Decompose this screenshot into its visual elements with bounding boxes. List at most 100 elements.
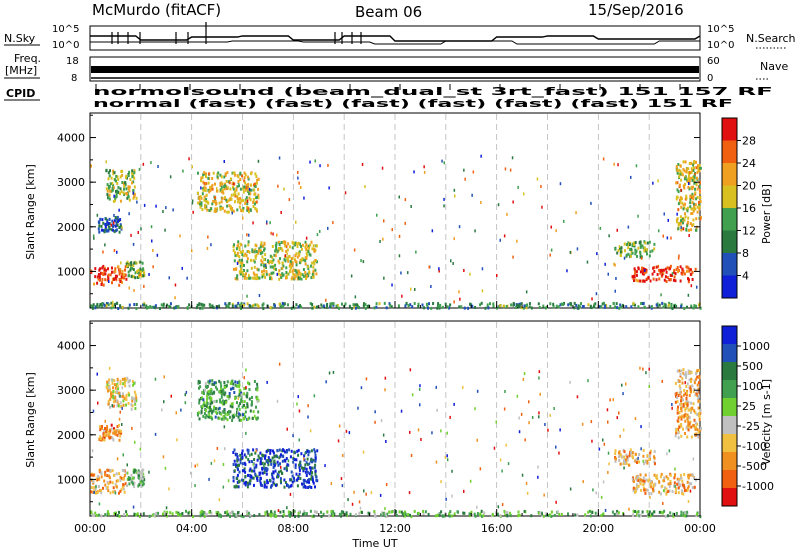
velocity-cell [197, 411, 200, 415]
power-cell [633, 243, 636, 247]
power-cell [223, 160, 225, 163]
power-cell [688, 182, 690, 185]
power-cell [259, 250, 262, 254]
power-cell [191, 201, 194, 205]
power-cell [642, 279, 645, 283]
power-cell [255, 277, 258, 281]
power-colorbar-segment [722, 208, 737, 231]
velocity-cell [281, 459, 284, 463]
velocity-cell [225, 400, 228, 404]
power-cell [480, 301, 483, 305]
power-cell [309, 160, 311, 164]
cpid-label: CPID [6, 87, 35, 100]
power-cell [537, 302, 540, 306]
velocity-cell [684, 392, 687, 396]
power-cell [686, 209, 689, 213]
power-cell [211, 177, 214, 180]
velocity-cell [123, 513, 126, 516]
velocity-cell [398, 510, 401, 514]
velocity-cell [679, 473, 682, 477]
velocity-cell [424, 510, 427, 514]
power-cell [400, 271, 402, 275]
power-cell [234, 277, 237, 281]
velocity-cell [589, 509, 591, 513]
velocity-cell [122, 399, 125, 403]
velocity-cell [137, 474, 140, 478]
power-cell [691, 201, 694, 205]
velocity-ytick-label: 4000 [57, 340, 85, 353]
power-cell [432, 302, 435, 305]
power-cell [133, 195, 136, 199]
velocity-cell [108, 366, 111, 370]
power-cell [268, 261, 271, 265]
velocity-cell [689, 489, 692, 493]
power-cell [243, 264, 245, 267]
power-cell [341, 302, 343, 306]
velocity-cell [94, 511, 97, 515]
power-cell [653, 270, 656, 273]
power-cell [121, 181, 124, 184]
power-cell [96, 275, 99, 279]
velocity-cell [291, 480, 294, 484]
power-cell [252, 259, 255, 262]
power-cell [313, 305, 316, 309]
velocity-cell [124, 396, 127, 400]
power-cell [309, 253, 312, 257]
power-cell [135, 303, 138, 306]
power-cell [427, 306, 429, 310]
velocity-cell [689, 390, 692, 394]
velocity-cell [542, 514, 545, 518]
velocity-cell [480, 514, 483, 518]
velocity-cell [440, 480, 442, 484]
power-cell [687, 206, 689, 210]
power-cell [691, 187, 694, 191]
velocity-cell [219, 400, 222, 404]
velocity-cell [395, 510, 398, 514]
velocity-cell [473, 512, 476, 516]
power-cell [133, 289, 135, 292]
power-cell [381, 166, 384, 170]
velocity-cell [107, 489, 110, 493]
power-cell [675, 165, 678, 168]
velocity-cell [270, 485, 272, 489]
power-cell [499, 304, 502, 308]
velocity-cell [680, 513, 683, 517]
velocity-cell [291, 474, 294, 478]
power-cell [691, 270, 694, 274]
power-cell [206, 200, 209, 204]
velocity-cell [385, 515, 388, 518]
power-cell [262, 307, 265, 310]
velocity-cell [691, 406, 694, 410]
power-cell [665, 280, 668, 283]
velocity-cell [267, 463, 270, 467]
velocity-cell [384, 388, 386, 392]
velocity-cell [103, 479, 106, 483]
velocity-cell [169, 511, 172, 515]
power-cell [332, 302, 335, 306]
velocity-cell [154, 432, 157, 436]
velocity-cell [649, 479, 652, 483]
power-cell [107, 171, 110, 175]
velocity-cell [480, 509, 483, 513]
velocity-cell [365, 377, 368, 381]
velocity-cell [253, 514, 256, 518]
velocity-cell [107, 482, 110, 486]
power-cell [135, 261, 138, 265]
velocity-cell [244, 406, 247, 410]
power-cell [698, 191, 701, 195]
velocity-cell [290, 512, 293, 516]
velocity-cell [104, 483, 107, 487]
power-cell [236, 208, 239, 212]
power-cell [658, 268, 661, 272]
power-cell [253, 188, 256, 192]
velocity-cell [538, 411, 540, 415]
velocity-cell [241, 462, 244, 466]
power-cell [243, 254, 246, 258]
power-cell [216, 207, 219, 211]
velocity-cell [268, 478, 271, 482]
velocity-cell [126, 463, 128, 467]
velocity-cell [214, 415, 217, 419]
power-cell [242, 209, 245, 213]
velocity-cell [607, 420, 609, 424]
